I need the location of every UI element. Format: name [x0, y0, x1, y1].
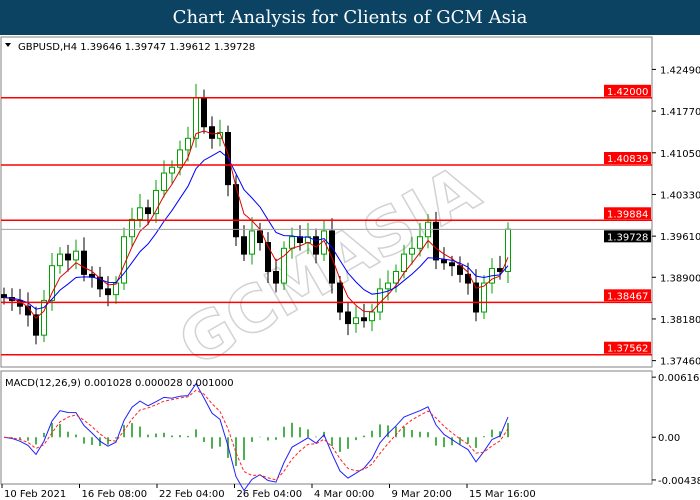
y-tick-label: 1.41050	[660, 149, 700, 160]
candle-body	[337, 282, 343, 313]
candle-body	[153, 189, 159, 215]
x-tick-label: 22 Feb 04:00	[159, 489, 225, 500]
y-tick-label: 1.38900	[660, 273, 700, 284]
level-price-label: 1.42000	[607, 87, 648, 98]
candle-body	[97, 276, 103, 290]
candle-body	[41, 299, 47, 336]
candle-body	[65, 253, 71, 261]
level-price-tag	[604, 152, 651, 165]
y-tick-label: 1.38180	[660, 315, 700, 326]
candle-body	[473, 282, 479, 313]
main-pane	[0, 36, 653, 368]
candle-body	[185, 137, 191, 151]
candle-body	[241, 236, 247, 255]
level-price-label: 1.40839	[607, 154, 648, 165]
candle-body	[81, 250, 87, 275]
candle-body	[209, 126, 215, 139]
candle-body	[441, 259, 447, 264]
candle-body	[345, 311, 351, 325]
candle-body	[265, 242, 271, 272]
candle-body	[217, 132, 223, 139]
candle-body	[177, 149, 183, 168]
current-price-tag	[604, 230, 651, 243]
candle-body	[289, 236, 295, 249]
macd-label: MACD(12,26,9) 0.001028 0.000028 0.001000	[5, 378, 234, 389]
candle-body	[249, 230, 255, 255]
level-price-tag	[604, 84, 651, 97]
candle-body	[449, 262, 455, 267]
x-tick-label: 9 Mar 20:00	[392, 489, 452, 500]
candle-body	[433, 221, 439, 261]
candle-body	[353, 317, 359, 325]
chart-area: GCMASIA 1.424901.417701.410501.403301.39…	[0, 36, 700, 500]
y-tick-label: 1.37460	[660, 357, 700, 368]
candle-body	[385, 282, 391, 290]
y-tick-label: 1.41770	[660, 107, 700, 118]
collapse-triangle-icon[interactable]	[5, 43, 11, 47]
current-price-label: 1.39728	[607, 232, 648, 243]
x-tick-label: 16 Feb 08:00	[82, 489, 148, 500]
candle-body	[257, 230, 263, 244]
candle-body	[201, 97, 207, 128]
candle-body	[169, 166, 175, 174]
candle-body	[409, 247, 415, 255]
candle-body	[361, 317, 367, 322]
candle-body	[465, 273, 471, 284]
candle-body	[105, 288, 111, 296]
candle-body	[401, 253, 407, 272]
candle-body	[161, 172, 167, 191]
level-price-label: 1.39884	[607, 209, 648, 220]
candle-body	[457, 265, 463, 275]
macd-signal-line	[3, 389, 509, 481]
y-tick-label: 1.42490	[660, 65, 700, 76]
level-price-label: 1.37562	[607, 344, 648, 355]
macd-pane	[0, 370, 653, 485]
y-tick-label: 1.40330	[660, 190, 700, 201]
macd-y-tick-label: 0.006168	[658, 373, 700, 384]
chart-title-banner: Chart Analysis for Clients of GCM Asia	[0, 0, 700, 35]
x-tick-label: 4 Mar 00:00	[314, 489, 374, 500]
candle-body	[57, 253, 63, 267]
candle-body	[481, 282, 487, 313]
level-price-tag	[604, 207, 651, 220]
candle-body	[33, 314, 39, 336]
x-tick-label: 26 Feb 04:00	[237, 489, 303, 500]
y-tick-label: 1.39610	[660, 232, 700, 243]
macd-y-tick-label: 0.00	[658, 433, 680, 444]
level-price-tag	[604, 289, 651, 302]
candle-body	[233, 184, 239, 238]
macd-y-tick-label: -0.004384	[658, 476, 700, 487]
candle-body	[273, 270, 279, 284]
candle-body	[281, 247, 287, 284]
x-tick-label: 15 Mar 16:00	[469, 489, 536, 500]
candle-body	[129, 218, 135, 238]
x-tick-label: 10 Feb 2021	[4, 489, 66, 500]
candle-body	[417, 236, 423, 249]
ema-slow-line	[3, 150, 509, 310]
symbol-label: GBPUSD,H4 1.39646 1.39747 1.39612 1.3972…	[18, 42, 255, 53]
level-price-label: 1.38467	[607, 291, 648, 302]
candle-body	[393, 270, 399, 284]
ema-fast-line	[3, 130, 509, 319]
candle-body	[137, 207, 143, 220]
candle-body	[505, 228, 511, 272]
candle-body	[49, 265, 55, 301]
level-price-tag	[604, 341, 651, 354]
macd-line	[3, 382, 509, 492]
candle-body	[193, 97, 199, 139]
candle-body	[145, 207, 151, 215]
candle-body	[369, 311, 375, 322]
candle-body	[73, 250, 79, 261]
candle-body	[1, 294, 7, 299]
